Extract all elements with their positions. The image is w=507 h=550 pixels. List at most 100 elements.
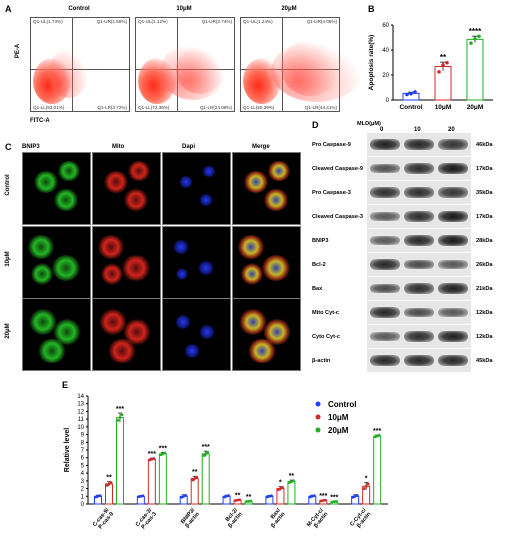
data-point [191,478,195,482]
panel-b-label: B [368,4,375,14]
bar-10μM [147,458,156,505]
significance-mark: *** [116,406,124,413]
data-point [227,494,230,497]
data-point [477,34,481,39]
data-point [193,477,197,480]
data-point [249,499,252,503]
cell [101,263,123,285]
data-point [107,482,111,486]
micrograph [162,152,231,225]
cell [261,255,291,281]
cell [127,161,151,181]
y-tick-label: 4 [81,471,85,477]
data-point [469,41,473,45]
blot-band [438,210,468,223]
cell [175,314,191,330]
cell [173,240,189,254]
cell [198,193,214,207]
cell [197,260,215,276]
blot-band [370,259,400,271]
legend-label: Control [328,400,356,409]
category-label: M-Cyt-c/β-actin [306,507,330,532]
quadrant-ur-value: Q1-UR(1.58%) [96,19,127,24]
significance-mark: ** [192,469,198,476]
blot-row-label: Pro Caspase-3 [312,190,351,196]
blot-row-label: Mito Cyt-c [312,310,340,316]
quadrant-ul-value: Q1-UL(1.12%) [138,19,168,24]
cell [247,339,277,363]
data-point [292,479,295,483]
micro-row-label: 20μM [5,323,11,339]
micro-row-label: 10μM [5,251,11,267]
data-point [152,457,156,460]
y-tick-label: 0 [386,98,390,104]
panel-e-label: E [62,380,69,390]
blot-strip [367,349,471,373]
cell [241,263,263,285]
flow-plot-title: 10μM [176,6,192,12]
legend-marker [315,427,321,433]
category-label: Bax/β-actin [266,507,287,529]
quadrant-ul-value: Q1-UL(1.73%) [33,19,63,24]
y-tick-label: 6 [81,456,85,462]
blot-band [370,138,400,151]
flow-plot-title: Control [68,6,90,12]
data-point [270,494,273,498]
micrograph [162,226,231,299]
apoptotic-population [281,40,339,96]
blot-band [404,283,434,294]
bar-20μM [201,453,210,505]
quadrant-ur-value: Q1-UR(4.05%) [306,19,337,24]
blot-band [370,332,400,342]
significance-mark: *** [373,428,381,435]
data-point [405,92,409,97]
y-tick-label: 14 [77,394,84,400]
category-label: 20μM [467,104,484,110]
micrograph [92,152,161,225]
cell [239,309,267,335]
blot-kda-label: 21kDa [476,286,493,292]
micrograph [22,226,91,299]
blot-band [438,330,468,343]
bar-20μM [158,453,167,505]
micro-col-header: Mito [112,144,125,150]
significance-mark: ** [440,53,447,62]
cell [183,344,201,358]
quadrant-lr-value: Q1-LR(3.72%) [97,105,127,110]
cell [99,309,127,335]
blot-band [438,308,468,318]
cell [123,189,149,211]
cell [263,189,289,211]
y-tick-label: 60 [382,23,389,29]
blot-band [404,139,434,151]
quadrant-ll-value: Q1-LL(72.36%) [138,105,170,110]
category-label: C-cas-9/P-cas-9 [92,507,115,532]
y-tick-label: 40 [382,48,389,54]
cell [37,339,67,363]
bar-10μM [105,483,113,505]
blot-band [438,139,468,150]
quadrant-ur-value: Q1-UR(2.74%) [201,19,232,24]
blot-band [370,283,400,294]
data-point [437,70,441,74]
flow-plot: Q1-UL(1.73%) Q1-UR(1.58%) Q1-LL(93.01%) Q1-… [30,17,130,112]
legend-marker [315,401,321,407]
cell [31,263,53,285]
significance-mark: * [279,480,282,487]
cell [27,235,55,259]
y-tick-label: 9 [81,433,85,439]
dose-label: 20 [448,127,455,133]
blot-band [438,260,468,270]
apoptosis-rate-chart: 0 20 40 60 Apoptosis rate(%) Control ** 10μM ***… [368,23,493,110]
data-point [141,494,145,498]
blot-band [404,307,434,318]
significance-mark: *** [330,494,338,501]
cell [175,267,189,281]
blot-band [404,211,434,222]
blot-row-label: Cleaved Caspase-3 [312,214,363,220]
dose-label: 0 [380,127,384,133]
bar-20μM [287,481,296,505]
blot-kda-label: 12kDa [476,310,493,316]
blot-kda-label: 46kDa [476,142,493,148]
y-axis-label: Relative level [64,428,71,472]
